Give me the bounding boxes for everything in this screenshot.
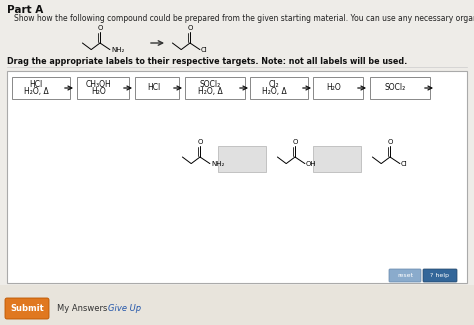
Text: H₂O: H₂O bbox=[327, 84, 341, 93]
Text: Give Up: Give Up bbox=[108, 304, 141, 313]
FancyBboxPatch shape bbox=[135, 77, 179, 99]
Text: H₂O: H₂O bbox=[91, 87, 106, 96]
FancyBboxPatch shape bbox=[77, 77, 129, 99]
Text: HCl: HCl bbox=[30, 80, 43, 89]
Text: ? help: ? help bbox=[430, 273, 449, 278]
Text: O: O bbox=[97, 25, 103, 31]
Text: reset: reset bbox=[397, 273, 413, 278]
Text: H₂O, Δ: H₂O, Δ bbox=[262, 87, 287, 96]
FancyBboxPatch shape bbox=[250, 77, 308, 99]
FancyBboxPatch shape bbox=[370, 77, 430, 99]
Text: Drag the appropriate labels to their respective targets. Note: not all labels wi: Drag the appropriate labels to their res… bbox=[7, 57, 407, 66]
Text: CH₃OH: CH₃OH bbox=[86, 80, 112, 89]
Text: Show how the following compound could be prepared from the given starting materi: Show how the following compound could be… bbox=[14, 14, 474, 23]
Text: Submit: Submit bbox=[10, 304, 44, 313]
FancyBboxPatch shape bbox=[313, 77, 363, 99]
Text: H₂O, Δ: H₂O, Δ bbox=[24, 87, 49, 96]
Text: O: O bbox=[387, 139, 392, 145]
Text: O: O bbox=[187, 25, 193, 31]
Text: NH₂: NH₂ bbox=[111, 46, 124, 53]
Text: HCl: HCl bbox=[147, 84, 160, 93]
Text: O: O bbox=[292, 139, 298, 145]
Text: H₂O, Δ: H₂O, Δ bbox=[198, 87, 223, 96]
Text: Cl₂: Cl₂ bbox=[269, 80, 280, 89]
Text: Part A: Part A bbox=[7, 5, 43, 15]
FancyBboxPatch shape bbox=[12, 77, 70, 99]
Text: Cl: Cl bbox=[401, 161, 408, 167]
FancyBboxPatch shape bbox=[313, 146, 361, 172]
FancyBboxPatch shape bbox=[5, 298, 49, 319]
Text: SOCl₂: SOCl₂ bbox=[384, 84, 406, 93]
FancyBboxPatch shape bbox=[185, 77, 245, 99]
FancyBboxPatch shape bbox=[0, 285, 474, 325]
FancyBboxPatch shape bbox=[423, 269, 457, 282]
FancyBboxPatch shape bbox=[218, 146, 266, 172]
Text: Cl: Cl bbox=[201, 46, 208, 53]
Text: NH₂: NH₂ bbox=[211, 161, 224, 167]
FancyBboxPatch shape bbox=[7, 71, 467, 283]
Text: OH: OH bbox=[306, 161, 317, 167]
Text: O: O bbox=[197, 139, 203, 145]
Text: My Answers: My Answers bbox=[57, 304, 108, 313]
Text: SOCl₂: SOCl₂ bbox=[200, 80, 221, 89]
FancyBboxPatch shape bbox=[389, 269, 421, 282]
